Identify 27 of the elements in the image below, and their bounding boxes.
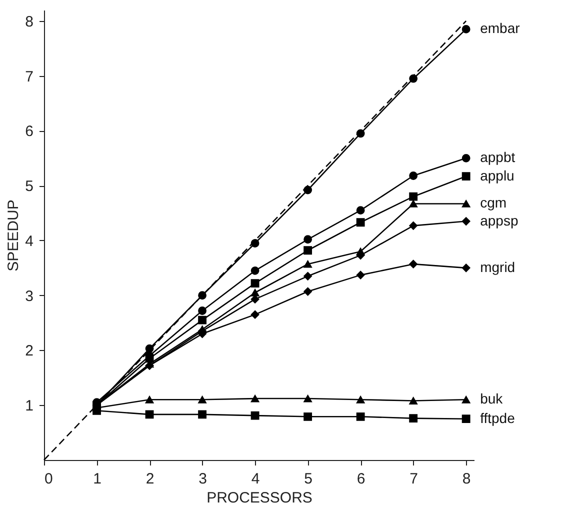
x-tick-label: 4	[251, 470, 260, 488]
series-label: applu	[480, 167, 514, 184]
y-axis-title: SPEEDUP	[5, 200, 22, 272]
y-tick-label: 6	[25, 123, 34, 140]
x-tick-label: 2	[146, 470, 154, 488]
series-label: embar	[480, 20, 520, 36]
y-tick-label: 8	[25, 13, 34, 30]
x-tick-label: 5	[304, 470, 312, 488]
y-tick-label: 2	[25, 342, 34, 360]
series-label: mgrid	[480, 258, 516, 275]
x-tick-label: 0	[44, 470, 53, 488]
y-tick-label: 7	[25, 68, 34, 86]
series-label: buk	[480, 390, 504, 407]
y-tick-label: 1	[25, 398, 34, 415]
x-tick-label: 1	[93, 470, 102, 488]
y-tick-label: 4	[25, 232, 34, 250]
x-tick-label: 7	[410, 470, 418, 488]
x-axis-title: PROCESSORS	[206, 490, 312, 506]
series-label: appsp	[480, 212, 518, 228]
y-tick-label: 3	[25, 288, 34, 305]
series-label: cgm	[480, 194, 507, 211]
x-tick-label: 8	[462, 470, 471, 488]
series-label: appbt	[480, 149, 516, 166]
x-tick-label: 3	[198, 470, 207, 488]
series-label: fftpde	[480, 410, 516, 426]
x-tick-label: 6	[356, 470, 366, 488]
y-tick-label: 5	[25, 178, 34, 196]
